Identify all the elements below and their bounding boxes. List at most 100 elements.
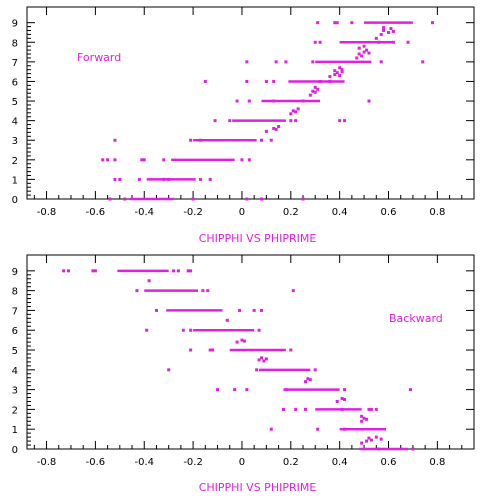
data-point xyxy=(294,407,298,411)
x-tick-label: 0.8 xyxy=(429,207,445,218)
data-point xyxy=(306,377,310,381)
forward-panel: 0 1 2 3 4 5 6 7 8 9 -0.8 -0.6 -0.4 -0.2 0 0.2 0.4 0.6 0.8… xyxy=(12,6,475,245)
data-point xyxy=(176,269,180,273)
x-tick-label: 0 xyxy=(239,207,245,218)
data-point xyxy=(255,368,259,372)
data-point xyxy=(211,348,215,352)
data-point xyxy=(189,348,193,352)
data-point xyxy=(235,99,239,103)
data-point xyxy=(247,99,251,103)
data-point xyxy=(277,125,281,129)
x-tick-label: 0.4 xyxy=(332,457,348,468)
data-point xyxy=(240,158,244,162)
x-tick-label: -0.8 xyxy=(37,207,57,218)
y-tick-label: 9 xyxy=(12,267,18,278)
data-point xyxy=(145,328,149,332)
axis-ticks xyxy=(27,255,474,450)
data-point xyxy=(308,93,312,97)
data-point xyxy=(233,388,237,392)
data-point xyxy=(289,348,293,352)
data-point xyxy=(113,138,117,142)
data-point xyxy=(411,447,415,451)
plot-frame xyxy=(26,254,475,450)
y-tick-label: 8 xyxy=(12,38,18,49)
data-point xyxy=(269,138,273,142)
y-tick-label: 4 xyxy=(12,366,18,377)
data-point xyxy=(257,328,261,332)
data-point xyxy=(367,436,371,440)
data-point xyxy=(247,158,251,162)
data-point xyxy=(162,177,166,181)
y-tick-label: 6 xyxy=(12,77,18,88)
data-point xyxy=(269,427,273,431)
data-point xyxy=(262,359,266,363)
data-point xyxy=(355,56,359,60)
y-tick-label: 1 xyxy=(12,175,18,186)
data-point xyxy=(225,318,229,322)
data-point xyxy=(198,177,202,181)
points xyxy=(62,269,415,451)
data-point xyxy=(245,60,249,64)
data-point xyxy=(340,397,344,401)
data-point xyxy=(333,21,337,25)
data-point xyxy=(377,447,381,451)
data-point xyxy=(91,269,95,273)
data-point xyxy=(335,399,339,403)
data-point xyxy=(340,407,344,411)
bands xyxy=(129,21,413,201)
data-point xyxy=(374,407,378,411)
y-tick-label: 9 xyxy=(12,19,18,30)
data-point xyxy=(108,197,112,201)
data-point xyxy=(391,40,395,44)
data-point xyxy=(113,177,117,181)
data-point xyxy=(281,407,285,411)
data-point xyxy=(272,126,276,130)
data-point xyxy=(328,75,332,79)
data-point xyxy=(154,308,158,312)
data-point xyxy=(340,70,344,74)
data-point xyxy=(318,40,322,44)
data-point xyxy=(374,36,378,40)
data-point xyxy=(189,328,193,332)
data-point xyxy=(93,269,97,273)
data-point xyxy=(343,427,347,431)
data-point xyxy=(333,69,337,73)
x-tick-label: -0.4 xyxy=(134,457,154,468)
y-tick-label: 3 xyxy=(12,136,18,147)
data-point xyxy=(296,107,300,111)
data-point xyxy=(118,177,122,181)
data-point xyxy=(421,60,425,64)
data-point xyxy=(430,21,434,25)
data-point xyxy=(240,338,244,342)
x-tick-label: 0.2 xyxy=(283,457,299,468)
data-point xyxy=(259,138,263,142)
data-point xyxy=(313,40,317,44)
data-point xyxy=(379,60,383,64)
data-point xyxy=(106,158,110,162)
data-point xyxy=(313,368,317,372)
data-point xyxy=(343,388,347,392)
data-point xyxy=(189,269,193,273)
data-point xyxy=(291,289,295,293)
data-point xyxy=(357,46,361,50)
data-point xyxy=(343,398,347,402)
data-point xyxy=(382,26,386,30)
data-point xyxy=(135,289,139,293)
data-point xyxy=(374,435,378,439)
data-point xyxy=(318,79,322,83)
data-point xyxy=(335,71,339,75)
data-point xyxy=(147,279,151,283)
x-tick-label: -0.8 xyxy=(37,457,57,468)
data-point xyxy=(367,99,371,103)
y-tick-label: 5 xyxy=(12,346,18,357)
axis-ticks xyxy=(27,7,474,200)
data-point xyxy=(245,388,249,392)
data-point xyxy=(408,388,412,392)
data-point xyxy=(245,79,249,83)
data-point xyxy=(333,73,337,77)
data-point xyxy=(264,129,268,133)
data-point xyxy=(113,158,117,162)
data-point xyxy=(206,289,210,293)
data-point xyxy=(357,52,361,56)
